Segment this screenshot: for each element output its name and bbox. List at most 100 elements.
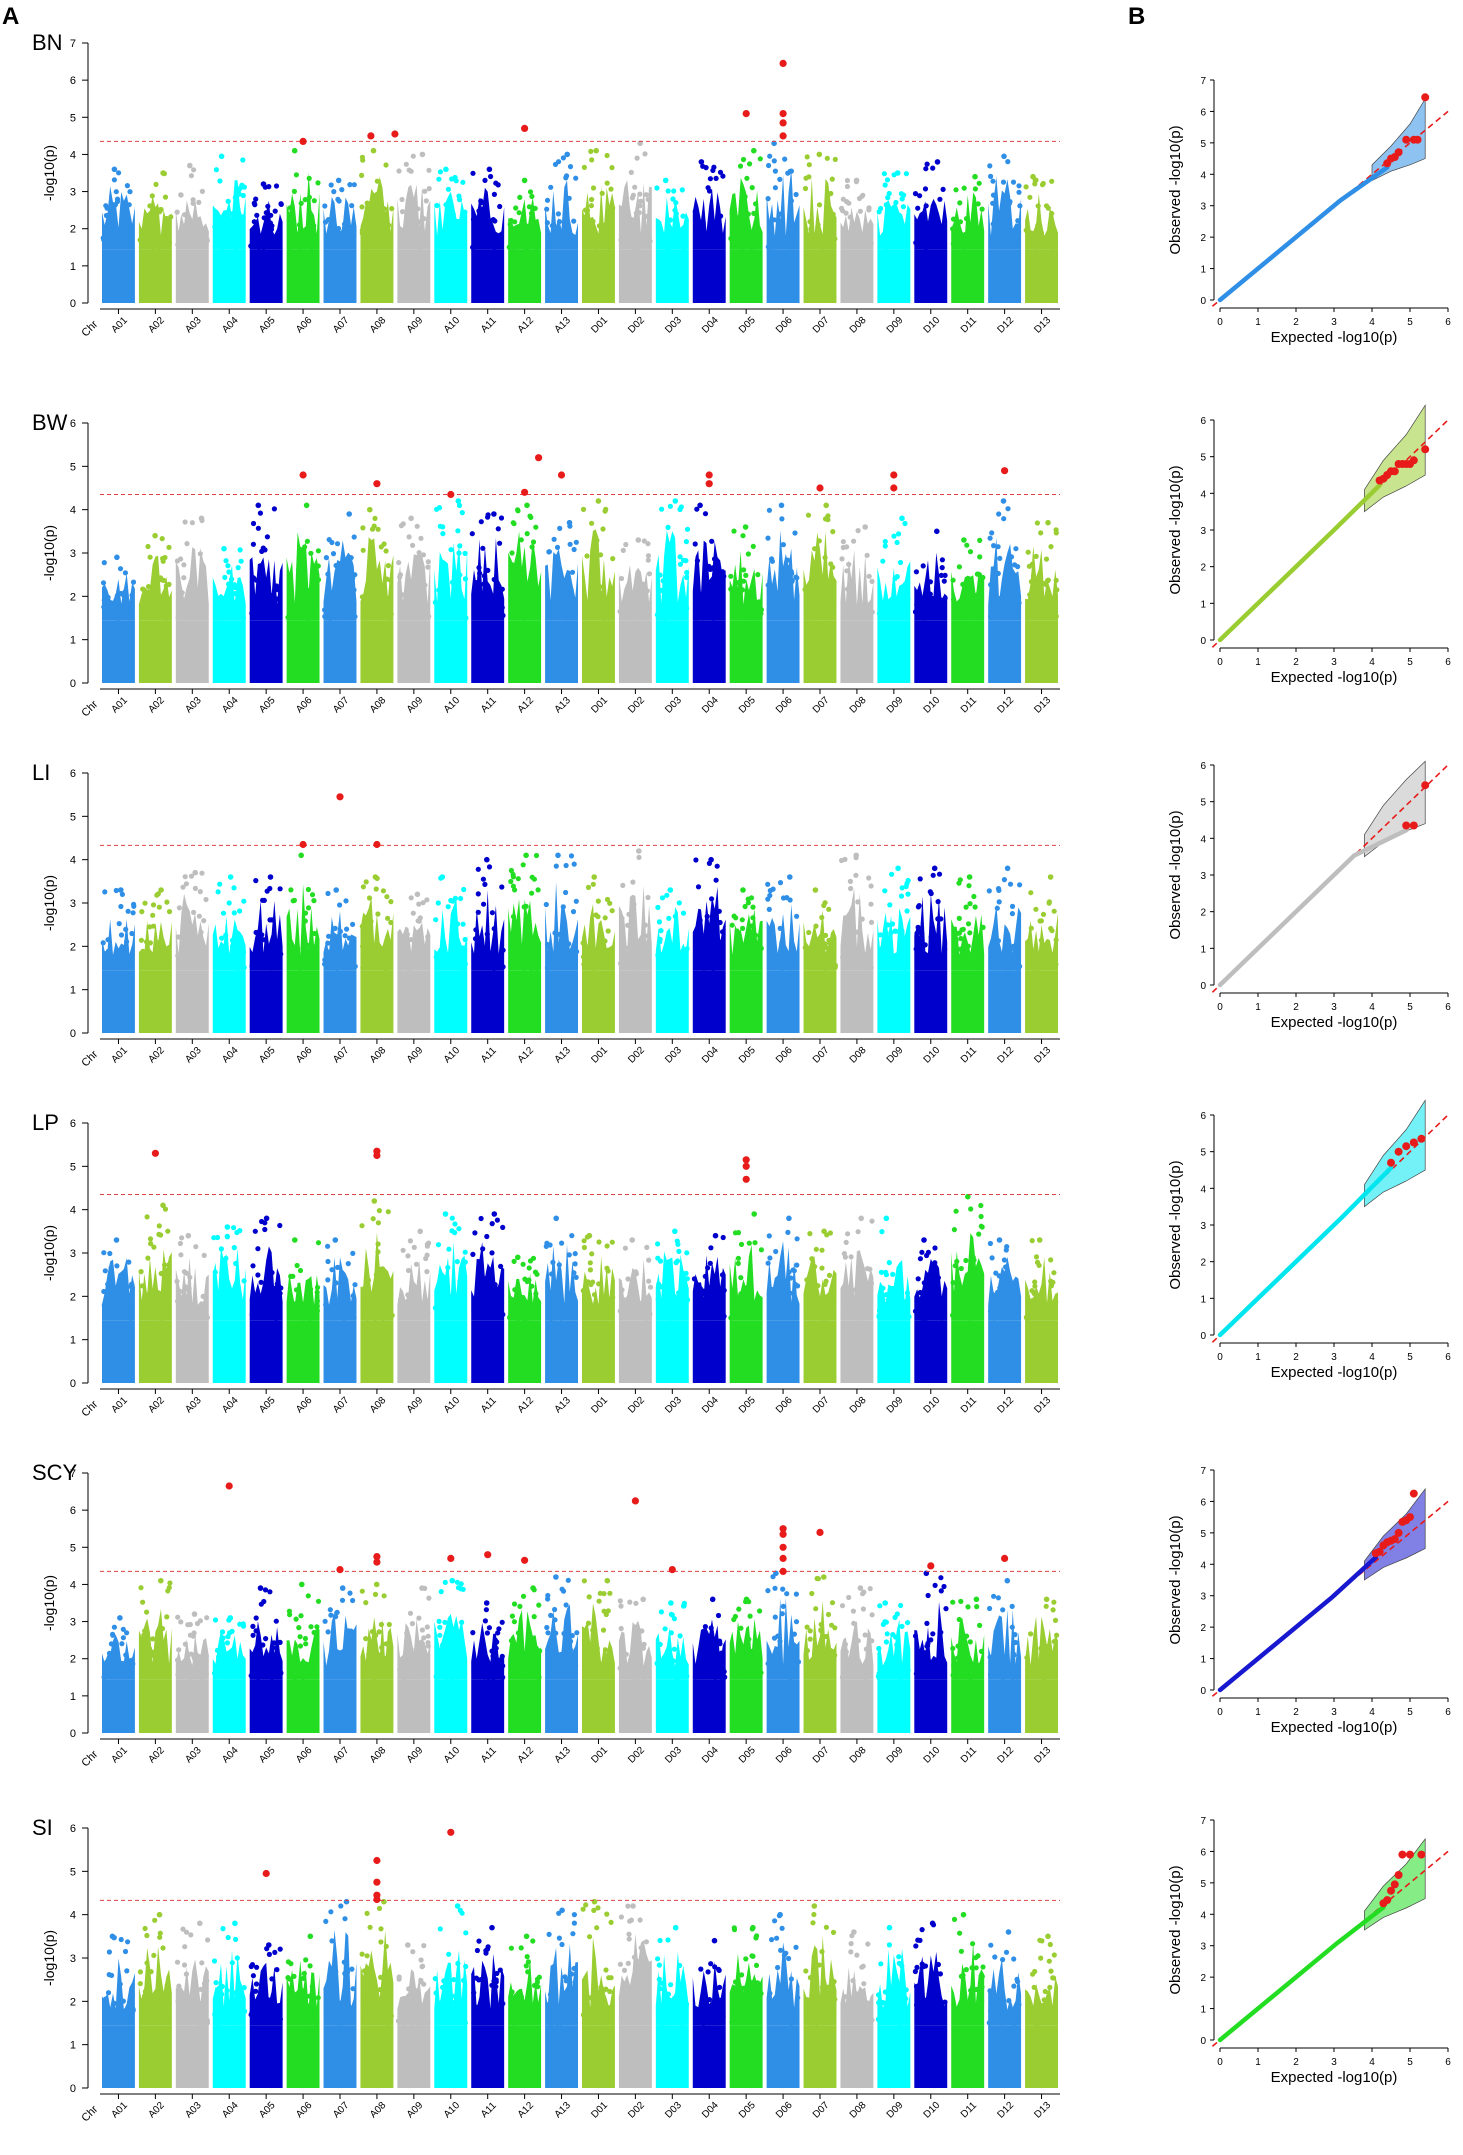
snp-point: [456, 1630, 462, 1636]
x-tick-label: A08: [368, 1045, 389, 1066]
snp-point: [711, 1656, 717, 1662]
x-tick-label: A11: [479, 695, 499, 715]
snp-point: [866, 207, 872, 213]
snp-point: [105, 597, 111, 603]
snp-point: [580, 1288, 586, 1294]
snp-point: [205, 1937, 211, 1943]
snp-point: [709, 896, 715, 902]
snp-point: [655, 1956, 661, 1962]
snp-point: [366, 965, 372, 971]
snp-point: [106, 1972, 112, 1978]
snp-point: [120, 1300, 126, 1307]
snp-point: [789, 946, 796, 952]
snp-point: [493, 2002, 499, 2009]
snp-point: [489, 1648, 495, 1654]
snp-point: [271, 1285, 277, 1291]
snp-point: [924, 614, 930, 621]
snp-point: [204, 236, 210, 242]
snp-point: [508, 598, 514, 604]
snp-point: [693, 961, 699, 968]
snp-point: [588, 148, 594, 154]
x-tick-label: A13: [553, 315, 574, 336]
snp-cloud: [508, 1679, 542, 1733]
snp-point: [912, 609, 919, 615]
snp-point: [334, 541, 341, 547]
x-tick-label: D05: [737, 1395, 758, 1416]
chromosome-a08: [359, 1581, 394, 1733]
snp-point: [228, 955, 234, 962]
snp-point: [179, 1310, 185, 1316]
snp-point: [337, 928, 343, 935]
snp-point: [335, 2020, 341, 2026]
snp-point: [534, 1976, 541, 1982]
snp-point: [883, 948, 889, 954]
snp-point: [314, 1298, 320, 1304]
snp-point: [101, 1288, 107, 1295]
snp-point: [261, 1658, 267, 1664]
snp-point: [942, 572, 948, 579]
snp-point: [822, 1997, 828, 2003]
snp-point: [162, 963, 169, 969]
snp-point: [521, 615, 527, 621]
snp-point: [297, 1643, 304, 1649]
x-tick-label: D13: [1032, 1745, 1053, 1766]
snp-point: [594, 1998, 600, 2004]
snp-cloud: [766, 249, 800, 303]
snp-point: [416, 2020, 422, 2026]
snp-point: [530, 1665, 536, 1671]
snp-point: [917, 1256, 924, 1262]
snp-point: [481, 206, 487, 212]
snp-point: [270, 237, 276, 243]
chromosome-a12: [508, 1585, 543, 1733]
snp-point: [991, 543, 997, 549]
snp-point: [680, 2006, 686, 2012]
snp-point: [151, 1952, 157, 1958]
snp-point: [559, 964, 566, 971]
x-tick-label: D10: [922, 1395, 943, 1416]
snp-point: [787, 168, 793, 174]
significant-snp: [742, 1162, 750, 1170]
snp-point: [795, 1283, 801, 1289]
chromosome-d06: [765, 502, 800, 683]
significant-snp: [779, 1554, 787, 1562]
snp-point: [448, 547, 454, 553]
snp-point: [831, 242, 837, 248]
snp-point: [146, 1646, 153, 1652]
snp-point: [1016, 600, 1022, 606]
x-tick-label: A12: [516, 1045, 537, 1066]
snp-cloud-upper: [212, 1246, 246, 1321]
x-tick-label: D07: [811, 2100, 832, 2121]
snp-point: [665, 188, 671, 194]
snp-cloud-upper: [397, 1969, 431, 2026]
snp-point: [755, 1980, 761, 1986]
snp-point: [997, 1285, 1003, 1291]
snp-point: [750, 1953, 756, 1959]
snp-point: [211, 1235, 217, 1241]
snp-point: [779, 1278, 786, 1284]
snp-point: [987, 1240, 994, 1247]
snp-point: [684, 1276, 690, 1282]
snp-point: [1051, 1638, 1057, 1645]
significant-snp: [816, 1528, 824, 1536]
snp-point: [455, 1960, 461, 1967]
snp-point: [821, 1574, 827, 1580]
snp-cloud: [508, 620, 542, 683]
y-tick-label: 5: [70, 1161, 76, 1173]
snp-point: [383, 220, 389, 226]
snp-point: [273, 1618, 279, 1624]
snp-point: [1038, 1645, 1044, 1651]
snp-point: [524, 228, 530, 234]
snp-point: [714, 591, 720, 597]
snp-point: [855, 1638, 861, 1644]
snp-point: [827, 232, 833, 238]
snp-point: [463, 1930, 469, 1936]
chromosome-d08: [840, 1215, 875, 1383]
snp-point: [843, 2008, 849, 2014]
snp-point: [344, 1311, 350, 1317]
snp-point: [138, 1585, 144, 1591]
snp-point: [963, 216, 970, 222]
snp-point: [346, 511, 353, 517]
snp-point: [869, 1638, 875, 1644]
snp-point: [101, 604, 107, 610]
snp-point: [366, 1308, 373, 1314]
